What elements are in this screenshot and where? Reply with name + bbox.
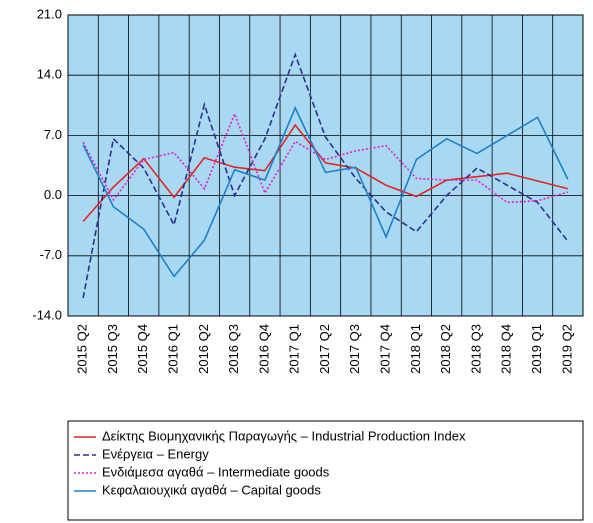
x-tick-label: 2018 Q3: [468, 324, 483, 374]
x-tick-label: 2018 Q2: [438, 324, 453, 374]
x-tick-label: 2018 Q4: [499, 324, 514, 374]
x-tick-label: 2016 Q3: [226, 324, 241, 374]
y-tick-label: -14.0: [32, 307, 62, 322]
plot-background: [68, 15, 583, 316]
x-tick-label: 2016 Q2: [196, 324, 211, 374]
x-tick-label: 2017 Q1: [287, 324, 302, 374]
series-line: [82, 123, 569, 222]
x-tick-label: 2017 Q2: [317, 324, 332, 374]
legend-label: Δείκτης Βιομηχανικής Παραγωγής – Industr…: [102, 428, 466, 443]
series-line: [82, 105, 569, 278]
x-tick-label: 2018 Q1: [408, 324, 423, 374]
x-tick-label: 2015 Q3: [105, 324, 120, 374]
legend-label: Ενδιάμεσα αγαθά – Intermediate goods: [102, 464, 330, 479]
x-tick-label: 2019 Q1: [529, 324, 544, 374]
x-tick-label: 2017 Q3: [347, 324, 362, 374]
x-tick-label: 2015 Q4: [135, 324, 150, 374]
x-tick-label: 2019 Q2: [559, 324, 574, 374]
y-tick-label: 21.0: [37, 6, 62, 21]
x-tick-label: 2017 Q4: [378, 324, 393, 374]
plot-border: [67, 14, 584, 317]
y-tick-label: 7.0: [44, 127, 62, 142]
legend-box: [67, 420, 584, 521]
x-tick-label: 2016 Q1: [165, 324, 180, 374]
series-line: [82, 52, 569, 299]
y-tick-label: -7.0: [40, 247, 62, 262]
y-tick-label: 0.0: [44, 187, 62, 202]
legend-label: Κεφαλαιουχικά αγαθά – Capital goods: [102, 482, 321, 497]
legend-label: Ενέργεια – Energy: [102, 446, 209, 461]
y-tick-label: 14.0: [37, 67, 62, 82]
x-tick-label: 2015 Q2: [75, 324, 90, 374]
series-line: [82, 111, 569, 204]
x-tick-label: 2016 Q4: [256, 324, 271, 374]
